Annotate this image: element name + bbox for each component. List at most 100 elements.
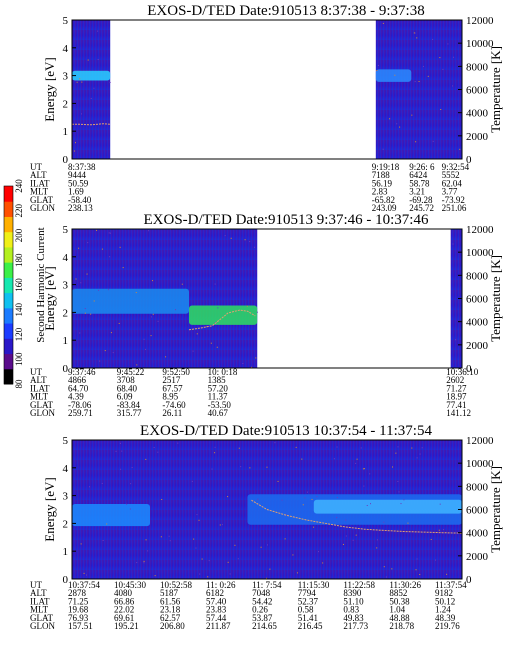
noise-dot [150,335,152,337]
temperature-tick-label: 4000 [466,317,489,329]
table-cell: 2878 [68,588,87,598]
temperature-tick-label: 8000 [466,61,489,73]
noise-dot [112,352,114,354]
table-cell: -78.06 [68,400,92,410]
table-cell: 9:32:54 [442,162,470,172]
noise-dot [75,278,77,280]
table-cell: 211.87 [206,621,231,631]
noise-dot [416,558,418,560]
table-cell: 57.20 [208,383,229,393]
colorbar-frame [3,185,14,385]
data-block [375,20,462,159]
noise-dot [430,538,432,540]
table-row-label: UT [30,367,42,377]
table-cell: -83.84 [117,400,141,410]
table-cell: 9182 [435,588,453,598]
noise-dot [214,446,216,448]
noise-dot [115,450,117,452]
noise-dot [411,114,413,116]
table-cell: 245.72 [409,203,434,213]
energy-axis-label: Energy [eV] [42,57,57,121]
noise-dot [455,339,457,341]
noise-dot [195,547,197,549]
noise-dot [432,140,434,142]
flux-band [72,288,189,314]
colorbar-tick-label: 160 [14,278,24,292]
noise-dot [136,364,138,366]
noise-dot [266,466,268,468]
colorbar-segment [4,216,13,233]
table-cell: 10:45:30 [114,580,147,590]
table-cell: 9:52:50 [162,367,190,377]
table-row-label: UT [30,162,42,172]
panel-2: EXOS-D/TED Date:910513 9:37:46 - 10:37:4… [30,212,503,418]
table-row-label: GLON [30,203,55,213]
noise-dot [398,491,400,493]
noise-dot [376,547,378,549]
table-cell: 3.77 [442,187,458,197]
table-cell: 11:30:26 [389,580,421,590]
ephemeris-table: UT 8:37:38 9:19:18 9:26: 6 9:32:54 ALT 9444 718… [30,162,470,213]
noise-dot [363,468,365,470]
noise-dot [302,504,304,506]
noise-dot [421,447,423,449]
noise-dot [296,572,298,574]
table-cell: 76.93 [68,613,89,623]
noise-dot [120,468,122,470]
noise-dot [83,572,85,574]
spectrogram [72,440,462,579]
noise-dot [196,514,198,516]
table-cell: 40.67 [208,408,229,418]
table-row-label: GLON [30,621,55,631]
energy-tick-label: 0 [63,574,69,586]
table-cell: 218.78 [389,621,414,631]
noise-dot [99,360,101,362]
noise-dot [267,544,269,546]
noise-dot [181,283,183,285]
table-cell: 7048 [252,588,271,598]
energy-tick-label: 1 [63,335,69,347]
noise-dot [400,503,402,505]
noise-dot [227,561,229,563]
noise-dot [459,148,461,150]
table-cell: 51.10 [343,596,364,606]
table-row-label: MLT [30,187,49,197]
temperature-tick-label: 10000 [466,458,494,470]
noise-dot [237,558,239,560]
noise-dot [318,551,320,553]
table-cell: 61.56 [160,596,181,606]
noise-dot [255,357,257,359]
noise-dot [265,577,267,579]
table-cell: 214.65 [252,621,277,631]
noise-dot [411,447,413,449]
noise-dot [110,332,112,334]
temperature-tick-label: 10000 [466,247,494,259]
noise-dot [165,356,167,358]
colorbar-tick-label: 240 [14,179,24,193]
noise-dot [87,242,89,244]
noise-dot [80,113,82,115]
noise-dot [256,311,258,313]
noise-dot [145,348,147,350]
noise-dot [391,568,393,570]
table-cell: 64.70 [68,383,89,393]
table-cell: 1.69 [68,187,84,197]
energy-tick-label: 1 [63,546,69,558]
noise-dot [399,126,401,128]
noise-dot [249,241,251,243]
noise-dot [79,332,81,334]
noise-dot [135,292,137,294]
noise-dot [101,482,103,484]
table-cell: 11: 7:54 [252,580,282,590]
noise-dot [277,480,279,482]
noise-dot [403,499,405,501]
noise-dot [79,78,81,80]
noise-dot [211,468,213,470]
table-cell: 26.11 [162,408,182,418]
table-cell: 54.42 [252,596,272,606]
colorbar-tick-label: 100 [14,352,24,366]
noise-dot [377,64,379,66]
noise-dot [407,522,409,524]
noise-dot [414,32,416,34]
noise-dot [389,118,391,120]
